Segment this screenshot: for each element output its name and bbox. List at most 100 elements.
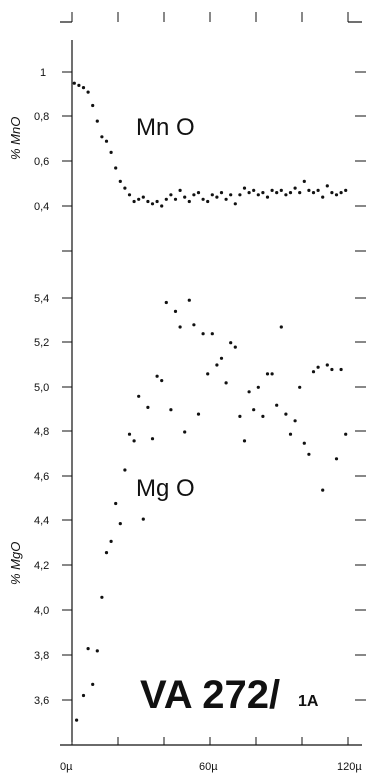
x-axis: 0µ 60µ 120µ [60,737,362,773]
mno-data-point [256,193,260,197]
mgo-data-point [302,441,306,445]
mgo-data-point [206,372,210,376]
mno-data-point [233,202,237,206]
mgo-data-point [155,374,159,378]
mno-data-point [187,199,191,204]
y-tick-label: 1 [40,67,46,79]
mno-data-point [219,191,224,195]
mgo-data-point [183,430,187,434]
mgo-data-point [330,367,334,372]
mgo-data-point [196,412,201,416]
left-side-ticks [62,71,72,701]
mno-data-point [284,193,288,197]
mno-data-point [137,197,141,201]
mgo-data-point [242,439,247,443]
y-tick-label: 0,4 [34,201,49,213]
mno-data-point [252,188,256,192]
mgo-data-point [284,412,288,416]
mno-data-point [127,193,132,197]
mgo-data-point [132,439,136,443]
y-tick-label: 5,4 [34,293,49,305]
mgo-data-point [256,385,260,389]
mno-data-point [224,197,228,201]
mno-data-point [81,86,86,90]
mgo-data-point [114,501,118,506]
mgo-data-point [233,345,237,349]
mgo-data-point [109,539,113,544]
y-tick-label: 3,6 [34,695,49,707]
x-tick-label: 60µ [199,761,218,773]
mno-data-point [293,186,297,190]
mgo-data-point [293,419,297,423]
mgo-data-point [298,385,302,389]
mno-data-point [114,166,118,170]
mno-data-point [206,199,210,204]
sample-sublabel: 1A [298,693,319,710]
mno-data-point [192,193,196,197]
mno-data-point [95,119,99,123]
mno-data-point [302,179,306,183]
mno-data-point [298,191,302,195]
mno-data-point [150,202,155,206]
mgo-data-point [316,365,320,369]
mno-data-point [100,135,104,139]
mgo-data-point [210,332,214,336]
mno-data-point [229,193,233,197]
y-tick-label: 4,8 [34,426,49,438]
y-tick-label: 3,8 [34,650,49,662]
y-tick-label: 5,0 [34,382,49,394]
mgo-data-point [311,370,316,374]
mno-data-point [109,150,113,154]
y-tick-label: 4,6 [34,471,49,483]
mno-data-point [288,191,293,195]
mgo-data-point [178,325,182,329]
mgo-y-axis-label: % MgO [8,542,23,585]
mgo-data-point [137,394,141,398]
mgo-data-point [187,298,191,302]
mno-data-point [242,186,247,190]
mgo-data-point [201,332,205,336]
mno-data-point [325,184,329,188]
mgo-data-point [265,372,270,376]
x-tick-label: 0µ [60,761,73,773]
mgo-data-point [247,390,251,394]
mno-data-point [311,191,316,195]
mno-data-point [164,197,168,201]
mno-data-point [141,195,145,199]
mno-data-point [334,193,339,197]
mno-data-point [201,197,205,201]
mgo-data-point [192,323,196,327]
mgo-y-tick-labels: 5,4 5,2 5,0 4,8 4,6 4,4 4,2 4,0 3,8 3,6 [34,293,49,707]
mgo-data-point [270,372,274,376]
mno-data-point [86,90,90,94]
mno-data-point [321,195,325,199]
mno-data-point [330,191,334,195]
mgo-data-point [307,452,311,456]
mgo-data-point [334,457,339,461]
mgo-data-point [81,693,86,698]
mgo-data-point [321,488,325,492]
mno-data-point [118,179,122,183]
mno-data-point [160,204,164,208]
mno-data-point [196,191,201,195]
mno-data-point [123,186,127,190]
right-side-ticks [355,71,366,701]
mno-data-point [91,103,95,108]
mno-data-point [279,188,283,192]
mno-data-point [183,195,187,199]
mgo-data-point [224,381,228,385]
mno-data-point [265,195,270,199]
y-tick-label: 0,6 [34,156,49,168]
mgo-data-point [160,379,164,383]
mgo-data-point [344,432,348,436]
y-tick-label: 0,8 [34,111,49,123]
mgo-data-point [169,408,173,412]
mgo-data-point [229,341,233,345]
y-tick-label: 5,2 [34,337,49,349]
mgo-chart-title: Mg O [136,475,195,502]
mgo-data-point [261,414,265,418]
mgo-series [75,298,348,722]
mgo-data-point [75,718,79,722]
mgo-data-point [146,405,150,409]
